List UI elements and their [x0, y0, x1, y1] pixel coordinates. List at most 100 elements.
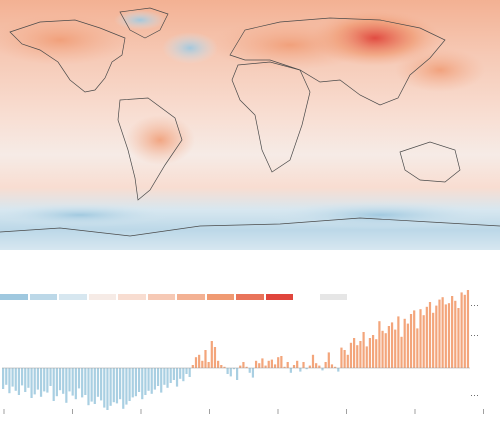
bar [334, 366, 337, 368]
bar [213, 347, 217, 368]
bar [166, 368, 169, 388]
bar [58, 368, 62, 391]
bar [273, 364, 277, 368]
bar [220, 365, 223, 368]
bar [17, 368, 21, 395]
bar [229, 368, 232, 377]
bar [413, 310, 416, 368]
legend-swatch [236, 294, 264, 300]
bar [390, 322, 394, 368]
bar [5, 368, 8, 385]
bar [96, 368, 100, 397]
bar [169, 368, 172, 383]
southern-pacific-cool-band [0, 203, 170, 227]
bar [52, 368, 55, 401]
bar [81, 368, 84, 398]
bar [106, 368, 109, 410]
bar [451, 296, 454, 368]
eurasia-warm-region [210, 20, 370, 70]
world-temperature-anomaly-map [0, 0, 500, 250]
bar [422, 315, 425, 368]
legend-swatch [29, 294, 57, 300]
bar [131, 368, 134, 398]
bar [378, 321, 381, 368]
bar [201, 360, 204, 368]
bar [242, 362, 245, 368]
legend-swatch [206, 294, 234, 300]
bar [403, 318, 406, 368]
bar [441, 297, 444, 368]
bar [204, 350, 207, 368]
bar [30, 368, 33, 398]
bar [258, 363, 261, 368]
bar [425, 306, 428, 368]
bar [283, 366, 286, 368]
gridline-marker: ··· [470, 300, 479, 310]
bar [397, 316, 400, 368]
bar [87, 368, 90, 406]
bar [68, 368, 71, 392]
x-axis-ticks [3, 409, 484, 414]
bar [264, 365, 267, 368]
bar [65, 368, 68, 403]
bar [375, 339, 378, 368]
bar [62, 368, 65, 394]
bar [384, 333, 387, 368]
gridline-marker: ··· [470, 390, 479, 400]
bar [337, 368, 340, 372]
bar [254, 360, 258, 368]
bar [286, 362, 289, 368]
bar [179, 368, 182, 379]
bar [11, 368, 14, 387]
bar [387, 326, 390, 368]
bar [33, 368, 36, 395]
bar [119, 368, 122, 400]
bar [454, 300, 457, 368]
y-gridline-ellipsis: ··· ··· ··· [470, 300, 479, 400]
bar [371, 335, 375, 368]
legend-swatch [0, 294, 28, 300]
bar [330, 364, 334, 368]
map-svg [0, 0, 500, 250]
bar [141, 368, 144, 400]
bar [198, 354, 201, 368]
bar [409, 314, 413, 368]
bar [27, 368, 30, 388]
bar [435, 305, 438, 368]
bar [261, 358, 264, 368]
bar [321, 368, 324, 371]
bar [311, 354, 315, 368]
bar [365, 346, 368, 368]
bar [185, 368, 188, 374]
bar [188, 368, 191, 377]
bar [340, 347, 343, 368]
bar [217, 360, 220, 368]
eurasia-outline [229, 17, 446, 106]
bar [315, 363, 318, 368]
bar [359, 341, 362, 368]
bar [239, 365, 242, 368]
bar [400, 336, 403, 368]
bar [460, 292, 463, 368]
continent-outlines [0, 7, 500, 237]
bar [24, 368, 27, 392]
bar [368, 338, 372, 368]
bar [84, 368, 87, 395]
bar [362, 332, 365, 368]
bar [302, 362, 305, 368]
bar [100, 368, 103, 401]
bar [125, 368, 128, 405]
bar [394, 329, 397, 368]
bar [245, 366, 248, 368]
bar [122, 368, 125, 409]
bar [207, 362, 210, 368]
annual-anomaly-bar-chart: ··· ··· ··· [2, 290, 484, 414]
southern-ocean-cool-band [270, 201, 490, 229]
australia-outline [399, 141, 461, 183]
bar [457, 308, 460, 368]
south-america-outline [117, 97, 183, 201]
bar [8, 368, 11, 394]
bar [93, 368, 96, 404]
bar [147, 368, 150, 391]
bar [226, 368, 229, 374]
